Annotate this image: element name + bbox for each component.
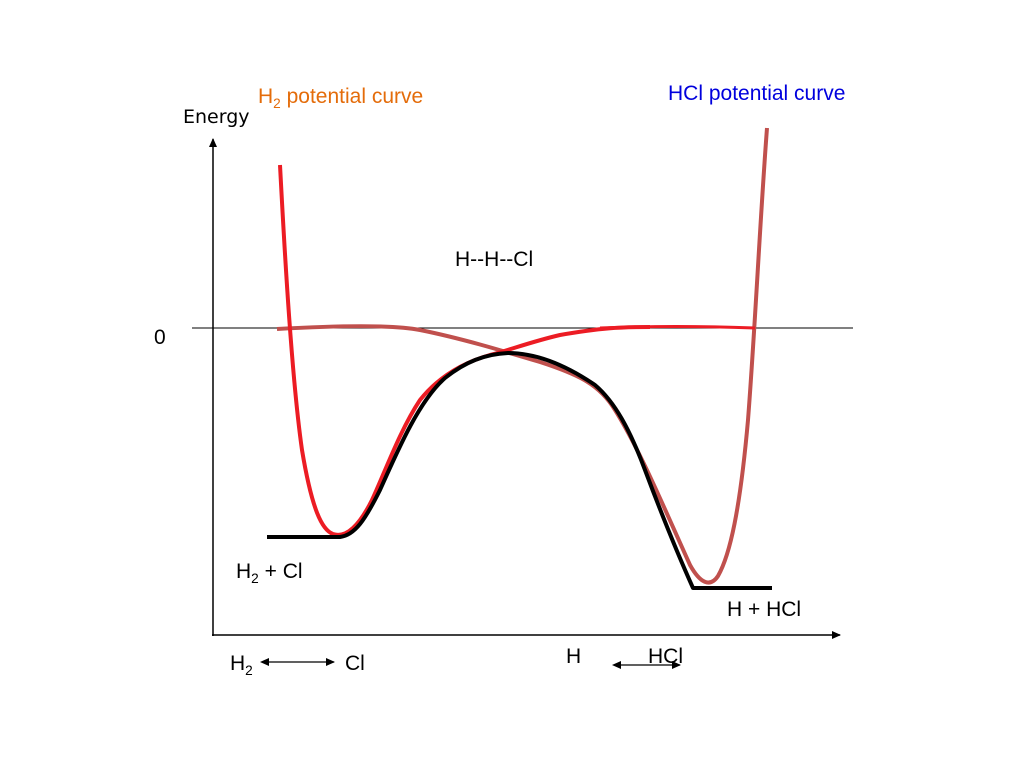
- reactants-subscript: 2: [251, 570, 259, 586]
- h2-title-subscript: 2: [273, 95, 281, 111]
- bottom-cl-label: Cl: [345, 652, 365, 675]
- h2-title-suffix: potential curve: [280, 85, 424, 108]
- bottom-h2-prefix: H: [230, 652, 246, 675]
- reaction-path-curve: [267, 351, 772, 590]
- hcl-potential-curve: [276, 127, 769, 585]
- bottom-h-label: H: [566, 645, 582, 668]
- h2-potential-curve: [278, 164, 651, 537]
- transition-state-label: H--H--Cl: [455, 248, 534, 271]
- hcl-curve-title: HCl potential curve: [668, 82, 846, 105]
- bottom-h2-subscript: 2: [245, 662, 253, 678]
- y-axis-label: Energy: [183, 106, 250, 128]
- bottom-h2-label: H2: [230, 652, 253, 678]
- reactants-prefix: H: [236, 560, 252, 583]
- h2-curve-title: H2 potential curve: [258, 85, 424, 111]
- products-label: H + HCl: [727, 598, 802, 621]
- zero-label: 0: [154, 326, 166, 349]
- bottom-hcl-label: HCl: [648, 645, 683, 668]
- reactants-label: H2 + Cl: [236, 560, 303, 586]
- h2-title-prefix: H: [258, 85, 274, 108]
- reactants-suffix: + Cl: [258, 560, 303, 583]
